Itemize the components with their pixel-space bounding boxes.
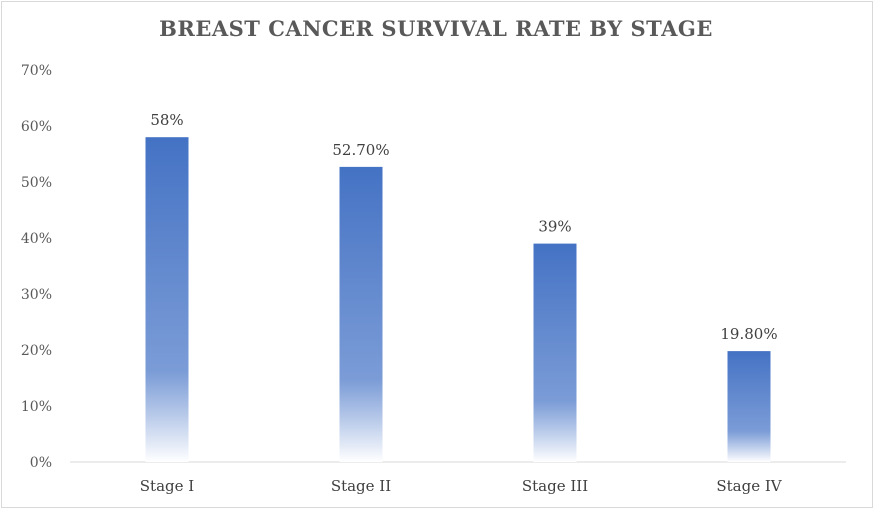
y-tick-label: 60% bbox=[21, 119, 52, 135]
bars-group bbox=[145, 137, 771, 462]
data-label: 52.70% bbox=[332, 141, 389, 159]
bar bbox=[727, 351, 771, 462]
category-label: Stage I bbox=[140, 477, 194, 495]
x-axis-ticks: Stage I Stage II Stage III Stage IV bbox=[140, 477, 783, 495]
data-label: 39% bbox=[538, 218, 571, 236]
category-label: Stage III bbox=[522, 477, 588, 495]
y-axis-ticks: 0% 10% 20% 30% 40% 50% 60% 70% bbox=[21, 63, 52, 471]
bar bbox=[533, 243, 577, 462]
y-tick-label: 10% bbox=[21, 399, 52, 415]
category-label: Stage IV bbox=[716, 477, 782, 495]
y-tick-label: 40% bbox=[21, 231, 52, 247]
category-label: Stage II bbox=[331, 477, 391, 495]
y-tick-label: 50% bbox=[21, 175, 52, 191]
y-tick-label: 30% bbox=[21, 287, 52, 303]
data-label: 19.80% bbox=[720, 325, 777, 343]
bar bbox=[145, 137, 189, 462]
data-labels-group: 58% 52.70% 39% 19.80% bbox=[150, 111, 777, 343]
chart-title: BREAST CANCER SURVIVAL RATE BY STAGE bbox=[159, 16, 713, 41]
y-tick-label: 70% bbox=[21, 63, 52, 79]
data-label: 58% bbox=[150, 111, 183, 129]
y-tick-label: 20% bbox=[21, 343, 52, 359]
y-tick-label: 0% bbox=[30, 455, 52, 471]
bar bbox=[339, 166, 383, 462]
